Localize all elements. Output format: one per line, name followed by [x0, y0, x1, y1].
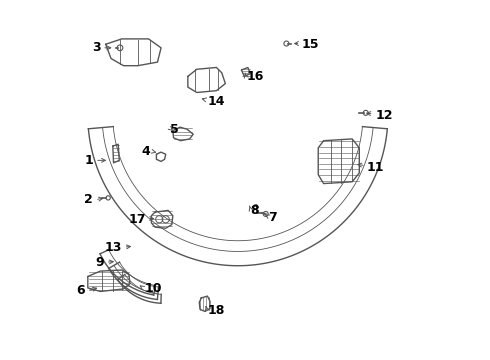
Text: 11: 11 [367, 161, 384, 174]
Text: 12: 12 [375, 109, 393, 122]
Text: 16: 16 [247, 70, 264, 83]
Text: 13: 13 [104, 241, 122, 255]
Text: 18: 18 [207, 304, 225, 317]
Text: 8: 8 [250, 204, 259, 217]
Text: 15: 15 [301, 38, 319, 51]
Text: 2: 2 [84, 193, 93, 206]
Text: 6: 6 [77, 284, 85, 297]
Text: 17: 17 [128, 213, 146, 226]
Text: 14: 14 [207, 95, 225, 108]
Text: 7: 7 [268, 211, 277, 224]
Text: 4: 4 [142, 145, 150, 158]
Text: 10: 10 [144, 283, 162, 296]
Text: 9: 9 [95, 256, 104, 269]
Text: 1: 1 [84, 154, 93, 167]
Text: 5: 5 [170, 123, 179, 136]
Text: 3: 3 [92, 41, 100, 54]
